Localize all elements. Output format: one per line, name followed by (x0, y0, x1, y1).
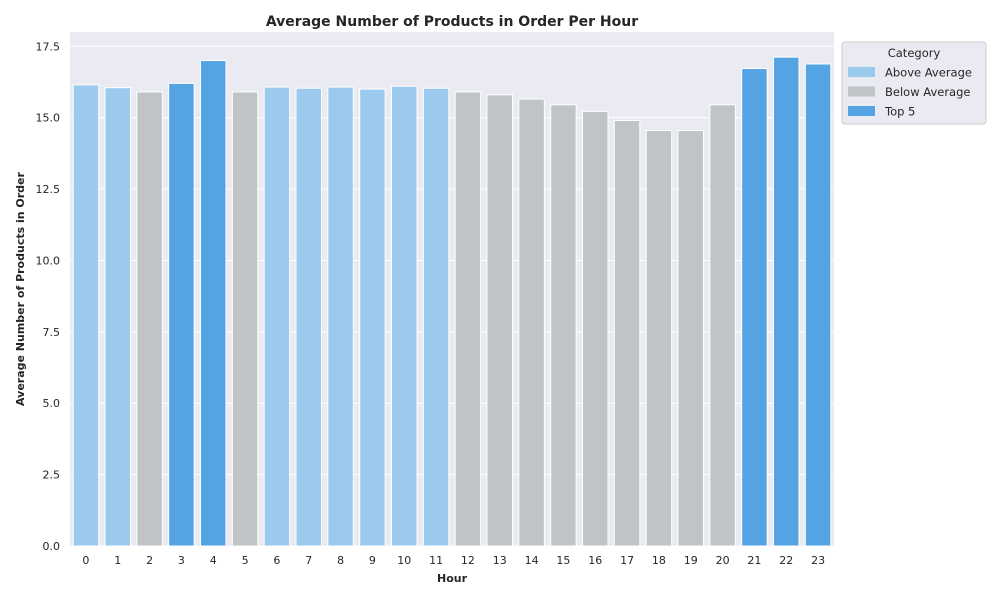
bar-hour-10 (391, 85, 418, 547)
x-tick-label: 13 (493, 554, 507, 567)
bar-hour-18 (645, 130, 673, 547)
x-tick-label: 21 (747, 554, 761, 567)
x-tick-label: 0 (82, 554, 89, 567)
x-tick-label: 22 (779, 554, 793, 567)
bar-hour-20 (709, 104, 736, 547)
y-tick-label: 7.5 (43, 326, 61, 339)
bar-hour-8 (327, 86, 354, 547)
x-tick-label: 15 (556, 554, 570, 567)
legend-box (841, 41, 987, 125)
y-tick-label: 5.0 (43, 397, 61, 410)
legend-label: Above Average (885, 66, 972, 80)
x-tick-label: 9 (369, 554, 376, 567)
x-tick-label: 23 (811, 554, 825, 567)
x-tick-label: 5 (242, 554, 249, 567)
bar-hour-11 (422, 87, 450, 547)
x-tick-label: 6 (273, 554, 280, 567)
bar-hour-15 (550, 104, 577, 547)
legend-label: Below Average (885, 85, 970, 99)
x-tick-label: 11 (429, 554, 443, 567)
y-axis-title: Average Number of Products in Order (14, 171, 27, 405)
x-tick-label: 18 (652, 554, 666, 567)
y-tick-label: 12.5 (36, 183, 61, 196)
gridlines (70, 45, 834, 547)
x-tick-label: 12 (461, 554, 475, 567)
x-tick-label: 1 (114, 554, 121, 567)
y-tick-label: 10.0 (36, 254, 61, 267)
bar-hour-13 (486, 94, 513, 547)
bar-hour-0 (72, 84, 100, 547)
bar-hour-14 (518, 98, 545, 547)
x-axis-title: Hour (437, 572, 468, 585)
x-tick-label: 2 (146, 554, 153, 567)
bar-hour-21 (741, 68, 768, 547)
legend-title: Category (888, 46, 941, 60)
bar-hour-3 (168, 82, 195, 547)
x-tick-label: 20 (716, 554, 730, 567)
bars (72, 56, 832, 547)
y-tick-label: 2.5 (43, 469, 61, 482)
y-tick-label: 15.0 (36, 112, 61, 125)
bar-hour-2 (136, 91, 163, 547)
bar-hour-5 (231, 91, 259, 547)
legend-entries: Above Average Below Average Top 5 (848, 66, 972, 119)
legend-label: Top 5 (884, 105, 915, 119)
legend: Category Above Average Below Average Top 5 (841, 41, 987, 125)
legend-swatch (848, 86, 875, 97)
y-tick-label: 17.5 (36, 40, 61, 53)
x-tick-label: 8 (337, 554, 344, 567)
bar-hour-9 (359, 88, 386, 547)
x-tick-label: 3 (178, 554, 185, 567)
x-tick-label: 19 (684, 554, 698, 567)
x-tick-label: 14 (525, 554, 539, 567)
bar-hour-16 (582, 110, 609, 547)
bar-hour-7 (295, 87, 322, 547)
bar-hour-6 (263, 86, 291, 547)
y-tick-label: 0.0 (43, 540, 61, 553)
x-tick-label: 16 (588, 554, 602, 567)
x-tick-label: 10 (397, 554, 411, 567)
bar-hour-23 (804, 63, 832, 547)
bar-hour-17 (613, 120, 641, 547)
legend-swatch (848, 106, 875, 116)
legend-swatch (848, 67, 875, 77)
x-tick-label: 7 (305, 554, 312, 567)
bar-hour-4 (200, 60, 227, 547)
x-tick-label: 17 (620, 554, 634, 567)
chart-title: Average Number of Products in Order Per … (266, 14, 638, 30)
bar-hour-1 (104, 87, 131, 547)
y-axis-ticks: 0.0 2.5 5.0 7.5 10.0 12.5 15.0 17.5 (36, 40, 61, 553)
bar-hour-22 (773, 56, 800, 547)
bar-hour-12 (454, 91, 482, 547)
x-tick-label: 4 (210, 554, 217, 567)
bar-hour-19 (677, 130, 704, 547)
x-axis-ticks: 0 1 2 3 4 5 6 7 8 9 10 11 12 13 14 15 16 17 18 19 20 21 22 23 (82, 554, 825, 567)
